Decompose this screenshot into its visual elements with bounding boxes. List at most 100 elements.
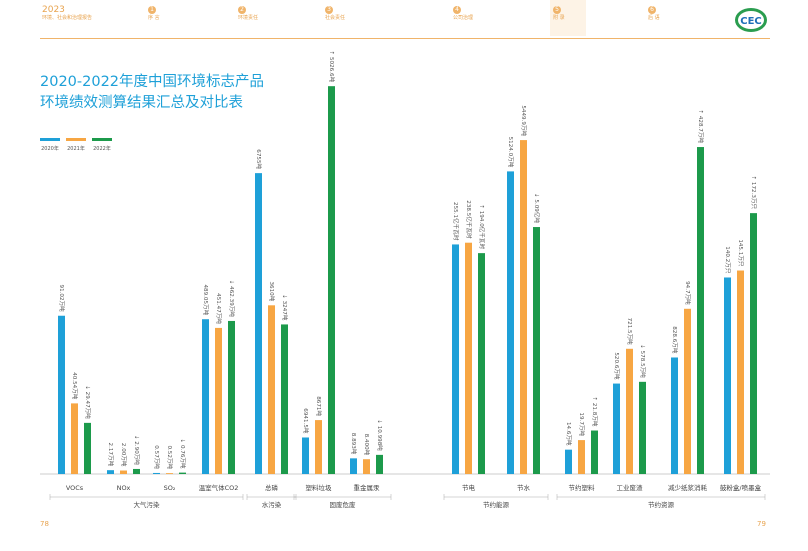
nav-item-4[interactable]: 4 公司治理 <box>453 6 473 22</box>
bar-label-2-0: 0.57万吨 <box>153 445 161 469</box>
bar-12-1 <box>737 270 744 474</box>
bar-label-3-2: ↓ 462.39万吨 <box>228 280 236 318</box>
title-line-1: 2020-2022年度中国环境标志产品 <box>40 74 265 90</box>
bar-label-10-2: ↓ 578.5万吨 <box>639 344 647 378</box>
bar-label-8-2: ↓ 5.09亿吨 <box>533 193 541 224</box>
bar-2-1 <box>166 473 173 474</box>
bar-11-1 <box>684 308 691 474</box>
nav-item-label: 环境、社会和治理报告 <box>42 15 93 21</box>
nav-item-label: 环境责任 <box>238 15 259 21</box>
bar-6-1 <box>363 459 370 474</box>
group-label-2: 固废危废 <box>330 500 357 509</box>
nav-item-label: 附 录 <box>553 15 565 21</box>
bar-3-2 <box>228 320 235 474</box>
bar-0-2 <box>84 422 91 474</box>
bar-5-0 <box>302 437 309 474</box>
bar-label-0-2: ↓ 29.47万吨 <box>84 385 92 419</box>
bar-4-1 <box>268 305 275 474</box>
bar-label-12-2: ↑ 172.3万只 <box>750 175 757 209</box>
category-label-8: 节水 <box>517 483 531 492</box>
bar-label-6-2: ↓ 10.998吨 <box>376 419 384 451</box>
bar-label-10-0: 520.6万吨 <box>613 352 621 380</box>
category-label-2: SO₂ <box>164 484 176 492</box>
bar-11-2 <box>697 147 704 475</box>
bar-label-1-1: 2.00万吨 <box>120 443 128 467</box>
category-label-1: NOx <box>117 484 131 492</box>
nav-item-number: 4 <box>453 6 461 14</box>
bar-12-2 <box>750 213 757 474</box>
legend-2021: 2021年 <box>66 138 86 152</box>
bar-10-1 <box>626 348 633 474</box>
cec-logo-icon: CEC <box>734 6 768 34</box>
bar-1-1 <box>120 470 127 474</box>
category-label-6: 重金属汞 <box>354 483 381 492</box>
category-label-12: 鼓粉盒/喷墨盒 <box>720 483 762 492</box>
bar-5-1 <box>315 420 322 474</box>
bar-4-2 <box>281 324 288 474</box>
bar-label-3-0: 489.05万吨 <box>202 284 210 315</box>
bar-label-1-2: ↓ 2.90万吨 <box>133 435 141 466</box>
nav-item-2[interactable]: 2 环境责任 <box>238 6 258 22</box>
bar-label-11-2: ↑ 428.7万吨 <box>697 109 705 143</box>
bar-label-0-0: 91.02万吨 <box>58 285 66 313</box>
bar-label-7-0: 255.1亿千瓦时 <box>452 202 460 241</box>
bar-0-1 <box>71 403 78 474</box>
bar-label-3-1: 451.47万吨 <box>215 293 223 324</box>
header-divider <box>40 38 770 39</box>
group-label-3: 节约能源 <box>483 500 510 509</box>
bar-label-9-0: 14.6万吨 <box>565 422 573 446</box>
legend-swatch-2022 <box>92 138 112 141</box>
nav-item-3[interactable]: 3 社会责任 <box>325 6 345 22</box>
bar-1-2 <box>133 468 140 474</box>
bar-label-12-1: 145.1万只 <box>737 239 744 267</box>
bar-9-2 <box>591 430 598 474</box>
bar-label-11-0: 828.6万吨 <box>671 326 679 354</box>
bar-8-1 <box>520 140 527 474</box>
group-label-1: 水污染 <box>262 500 282 509</box>
group-label-4: 节约资源 <box>648 500 675 509</box>
nav-item-label: 公司治理 <box>453 15 474 21</box>
category-label-9: 节约塑料 <box>569 483 596 492</box>
bar-5-2 <box>328 86 335 474</box>
bar-label-1-0: 2.17万吨 <box>107 443 115 467</box>
bar-8-2 <box>533 227 540 474</box>
bar-12-0 <box>724 277 731 474</box>
bar-6-2 <box>376 454 383 474</box>
page-number-right: 79 <box>757 520 766 528</box>
nav-item-number: 3 <box>325 6 333 14</box>
nav-item-number: 1 <box>148 6 156 14</box>
bar-label-5-0: 6941.5吨 <box>302 408 310 434</box>
bar-label-8-0: 5124.0万吨 <box>507 137 515 168</box>
nav-item-number: 5 <box>553 6 561 14</box>
page-number-left: 78 <box>40 520 49 528</box>
bar-label-6-0: 8.893吨 <box>350 433 358 455</box>
legend-swatch-2021 <box>66 138 86 141</box>
bar-7-2 <box>478 253 485 474</box>
bar-label-7-1: 238.5亿千瓦时 <box>465 200 473 239</box>
bar-0-0 <box>58 315 65 474</box>
category-label-10: 工业废渣 <box>617 483 644 492</box>
bar-label-5-2: ↑ 5026.6吨 <box>328 51 336 83</box>
logo-text: CEC <box>740 16 762 27</box>
title-line-2: 环境绩效测算结果汇总及对比表 <box>40 95 243 111</box>
bar-4-0 <box>255 173 262 474</box>
bar-label-5-1: 8671吨 <box>315 396 323 416</box>
category-label-5: 塑料垃圾 <box>306 483 333 492</box>
bar-label-10-1: 721.5万吨 <box>626 318 634 346</box>
bar-label-12-0: 140.2万只 <box>724 246 731 274</box>
nav-item-number: 2023 <box>42 5 65 15</box>
nav-item-number: 6 <box>648 6 656 14</box>
bar-7-1 <box>465 242 472 474</box>
legend-swatch-2020 <box>40 138 60 141</box>
nav-item-0[interactable]: 2023 环境、社会和治理报告 <box>42 6 92 22</box>
group-label-0: 大气污染 <box>134 500 161 509</box>
category-label-7: 节电 <box>462 483 476 492</box>
bar-10-2 <box>639 381 646 474</box>
bar-3-0 <box>202 319 209 474</box>
bar-label-7-2: ↑ 194.0亿千瓦时 <box>478 204 486 249</box>
category-label-11: 减少纸浆消耗 <box>668 483 708 492</box>
